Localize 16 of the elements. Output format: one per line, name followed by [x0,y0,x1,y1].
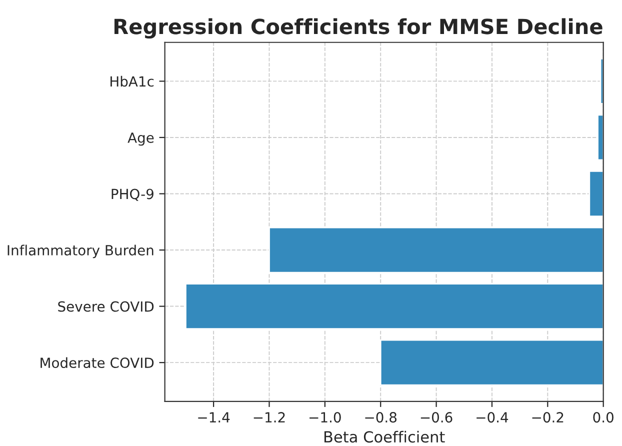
x-tick-label: −0.2 [532,412,564,423]
x-tick-label: −0.4 [476,412,508,423]
x-tick-label: −1.2 [254,412,285,422]
x-tick-label: −1.0 [310,412,341,423]
x-tick-label: −0.6 [420,412,452,423]
x-tick-label: 0.0 [593,412,614,423]
x-tick-label: −1.4 [198,412,230,422]
y-tick-label: Age [128,132,154,146]
chart-title: Regression Coefficients for MMSE Decline [114,18,602,39]
y-tick-label: Severe COVID [58,301,154,312]
x-axis-title: Beta Coefficient [324,430,445,443]
y-tick-label: Inflammatory Burden [8,244,154,258]
x-tick-label: −0.8 [365,412,397,423]
y-tick-label: Moderate COVID [40,357,154,368]
y-tick-label: HbA1c [110,76,154,87]
y-tick-label: PHQ-9 [112,188,154,201]
